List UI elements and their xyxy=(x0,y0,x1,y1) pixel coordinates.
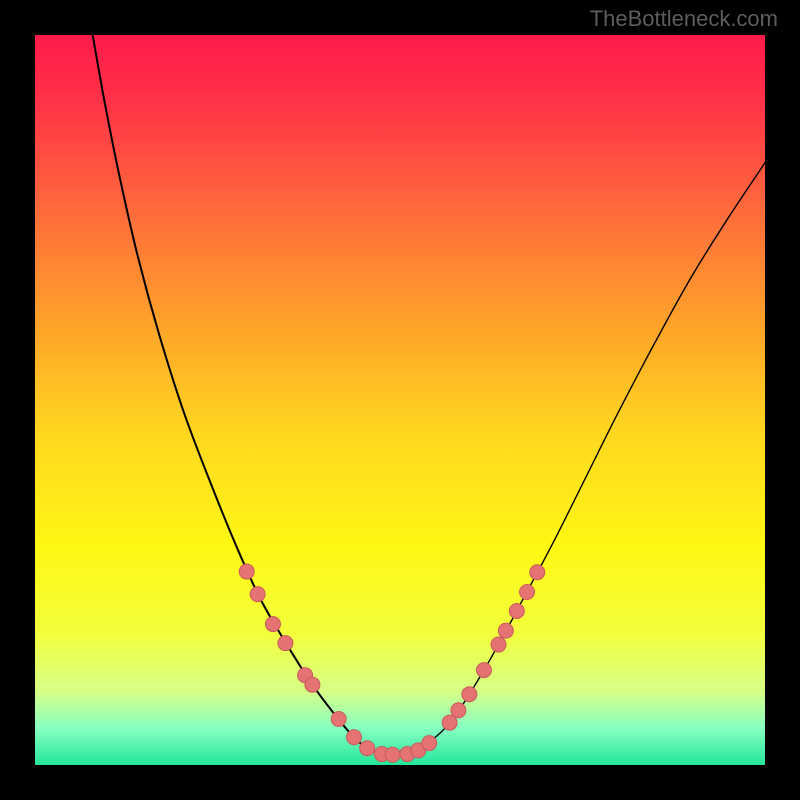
plot-svg xyxy=(35,35,765,765)
plot-area xyxy=(35,35,765,765)
chart-container: TheBottleneck.com xyxy=(0,0,800,800)
data-marker xyxy=(491,637,506,652)
data-marker xyxy=(305,677,320,692)
data-marker xyxy=(347,730,362,745)
data-marker xyxy=(520,584,535,599)
data-marker xyxy=(278,636,293,651)
data-marker xyxy=(476,663,491,678)
data-marker xyxy=(530,565,545,580)
data-marker xyxy=(360,741,375,756)
data-marker xyxy=(509,603,524,618)
data-marker xyxy=(265,617,280,632)
data-marker xyxy=(250,587,265,602)
data-marker xyxy=(331,712,346,727)
data-marker xyxy=(498,623,513,638)
data-marker xyxy=(462,687,477,702)
data-marker xyxy=(451,703,466,718)
plot-background xyxy=(35,35,765,765)
watermark-text: TheBottleneck.com xyxy=(590,6,778,32)
data-marker xyxy=(239,564,254,579)
data-marker xyxy=(422,736,437,751)
data-marker xyxy=(385,747,400,762)
